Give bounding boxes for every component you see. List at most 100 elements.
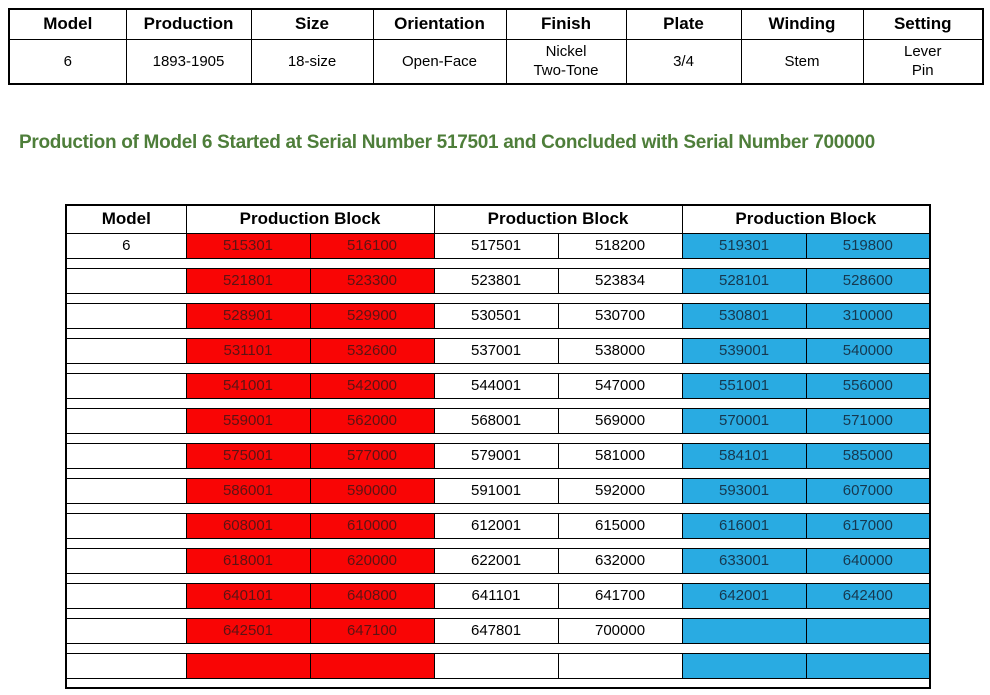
red-block-start: 531101 bbox=[185, 337, 311, 364]
blue-block-start: 539001 bbox=[681, 337, 807, 364]
spacer-row bbox=[66, 573, 931, 583]
serial-data-row: 640101 640800 641101 641700 642001 642400 bbox=[65, 582, 931, 609]
white-block-start: 612001 bbox=[433, 512, 559, 539]
white-block-end: 700000 bbox=[557, 617, 683, 644]
info-value-plate: 3/4 bbox=[625, 38, 742, 85]
info-header-production: Production bbox=[125, 8, 252, 40]
info-header-orientation: Orientation bbox=[372, 8, 507, 40]
serial-data-row: 642501 647100 647801 700000 bbox=[65, 617, 931, 644]
production-heading: Production of Model 6 Started at Serial … bbox=[19, 132, 875, 153]
spacer-cell bbox=[66, 468, 931, 478]
info-value-winding: Stem bbox=[740, 38, 864, 85]
spacer-cell bbox=[66, 538, 931, 548]
white-block-start: 537001 bbox=[433, 337, 559, 364]
info-header-setting: Setting bbox=[862, 8, 984, 40]
serial-header-model: Model bbox=[65, 204, 187, 234]
white-block-start: 579001 bbox=[433, 442, 559, 469]
white-block-end: 632000 bbox=[557, 547, 683, 574]
spacer-row bbox=[66, 328, 931, 338]
white-block-end: 581000 bbox=[557, 442, 683, 469]
blue-block-end: 585000 bbox=[805, 442, 931, 469]
spacer-row bbox=[66, 293, 931, 303]
white-block-start: 530501 bbox=[433, 302, 559, 329]
red-block-end: 640800 bbox=[309, 582, 435, 609]
red-block-end: 542000 bbox=[309, 372, 435, 399]
red-block-end: 590000 bbox=[309, 477, 435, 504]
blue-block-end: 556000 bbox=[805, 372, 931, 399]
blue-block-end: 607000 bbox=[805, 477, 931, 504]
red-block-start: 541001 bbox=[185, 372, 311, 399]
info-value-finish: Nickel Two-Tone bbox=[505, 38, 627, 85]
white-block-start: 544001 bbox=[433, 372, 559, 399]
model-cell bbox=[65, 512, 187, 539]
red-block-end: 562000 bbox=[309, 407, 435, 434]
white-block-end: 530700 bbox=[557, 302, 683, 329]
blue-block-end bbox=[805, 617, 931, 644]
red-block-start: 608001 bbox=[185, 512, 311, 539]
red-block-start: 521801 bbox=[185, 267, 311, 294]
blue-block-start: 584101 bbox=[681, 442, 807, 469]
red-block-start: 575001 bbox=[185, 442, 311, 469]
spacer-row bbox=[66, 468, 931, 478]
info-header-finish: Finish bbox=[505, 8, 627, 40]
spacer-cell bbox=[66, 608, 931, 618]
blue-block-end: 642400 bbox=[805, 582, 931, 609]
serial-table-body: 6 515301 516100 517501 518200 519301 519800 521… bbox=[65, 232, 931, 688]
serial-data-row: 541001 542000 544001 547000 551001 556000 bbox=[65, 372, 931, 399]
red-block-end: 529900 bbox=[309, 302, 435, 329]
white-block-end: 641700 bbox=[557, 582, 683, 609]
spacer-cell bbox=[66, 503, 931, 513]
white-block-start: 641101 bbox=[433, 582, 559, 609]
blue-block-start: 519301 bbox=[681, 232, 807, 259]
red-block-end: 523300 bbox=[309, 267, 435, 294]
info-header-model: Model bbox=[8, 8, 127, 40]
serial-data-row: 608001 610000 612001 615000 616001 617000 bbox=[65, 512, 931, 539]
model-cell bbox=[65, 547, 187, 574]
info-header-size: Size bbox=[250, 8, 374, 40]
spacer-row bbox=[66, 678, 931, 688]
red-block-start: 559001 bbox=[185, 407, 311, 434]
blue-block-start: 642001 bbox=[681, 582, 807, 609]
serial-data-row: 521801 523300 523801 523834 528101 528600 bbox=[65, 267, 931, 294]
blue-block-end bbox=[805, 652, 931, 679]
blue-block-start: 551001 bbox=[681, 372, 807, 399]
red-block-end: 577000 bbox=[309, 442, 435, 469]
red-block-start: 640101 bbox=[185, 582, 311, 609]
white-block-start: 591001 bbox=[433, 477, 559, 504]
blue-block-end: 571000 bbox=[805, 407, 931, 434]
white-block-start: 523801 bbox=[433, 267, 559, 294]
serial-header-block-red: Production Block bbox=[185, 204, 435, 234]
spacer-row bbox=[66, 503, 931, 513]
info-value-model: 6 bbox=[8, 38, 127, 85]
white-block-end: 592000 bbox=[557, 477, 683, 504]
spacer-cell bbox=[66, 573, 931, 583]
white-block-start: 622001 bbox=[433, 547, 559, 574]
white-block-start: 517501 bbox=[433, 232, 559, 259]
model-cell bbox=[65, 652, 187, 679]
blue-block-start: 528101 bbox=[681, 267, 807, 294]
blue-block-start bbox=[681, 652, 807, 679]
blue-block-end: 540000 bbox=[805, 337, 931, 364]
red-block-start bbox=[185, 652, 311, 679]
serial-data-row: 6 515301 516100 517501 518200 519301 519800 bbox=[65, 232, 931, 259]
red-block-end bbox=[309, 652, 435, 679]
info-table: Model Production Size Orientation Finish… bbox=[8, 8, 984, 85]
spacer-cell bbox=[66, 258, 931, 268]
model-cell bbox=[65, 302, 187, 329]
serial-data-row bbox=[65, 652, 931, 679]
white-block-end: 518200 bbox=[557, 232, 683, 259]
model-cell bbox=[65, 267, 187, 294]
info-value-setting: Lever Pin bbox=[862, 38, 984, 85]
blue-block-end: 617000 bbox=[805, 512, 931, 539]
white-block-start bbox=[433, 652, 559, 679]
info-header-winding: Winding bbox=[740, 8, 864, 40]
red-block-start: 528901 bbox=[185, 302, 311, 329]
serial-header-row: Model Production Block Production Block … bbox=[65, 204, 931, 234]
info-value-size: 18-size bbox=[250, 38, 374, 85]
blue-block-start: 593001 bbox=[681, 477, 807, 504]
red-block-start: 586001 bbox=[185, 477, 311, 504]
blue-block-start: 570001 bbox=[681, 407, 807, 434]
model-cell bbox=[65, 337, 187, 364]
blue-block-end: 528600 bbox=[805, 267, 931, 294]
info-value-row: 6 1893-1905 18-size Open-Face Nickel Two… bbox=[8, 38, 984, 85]
